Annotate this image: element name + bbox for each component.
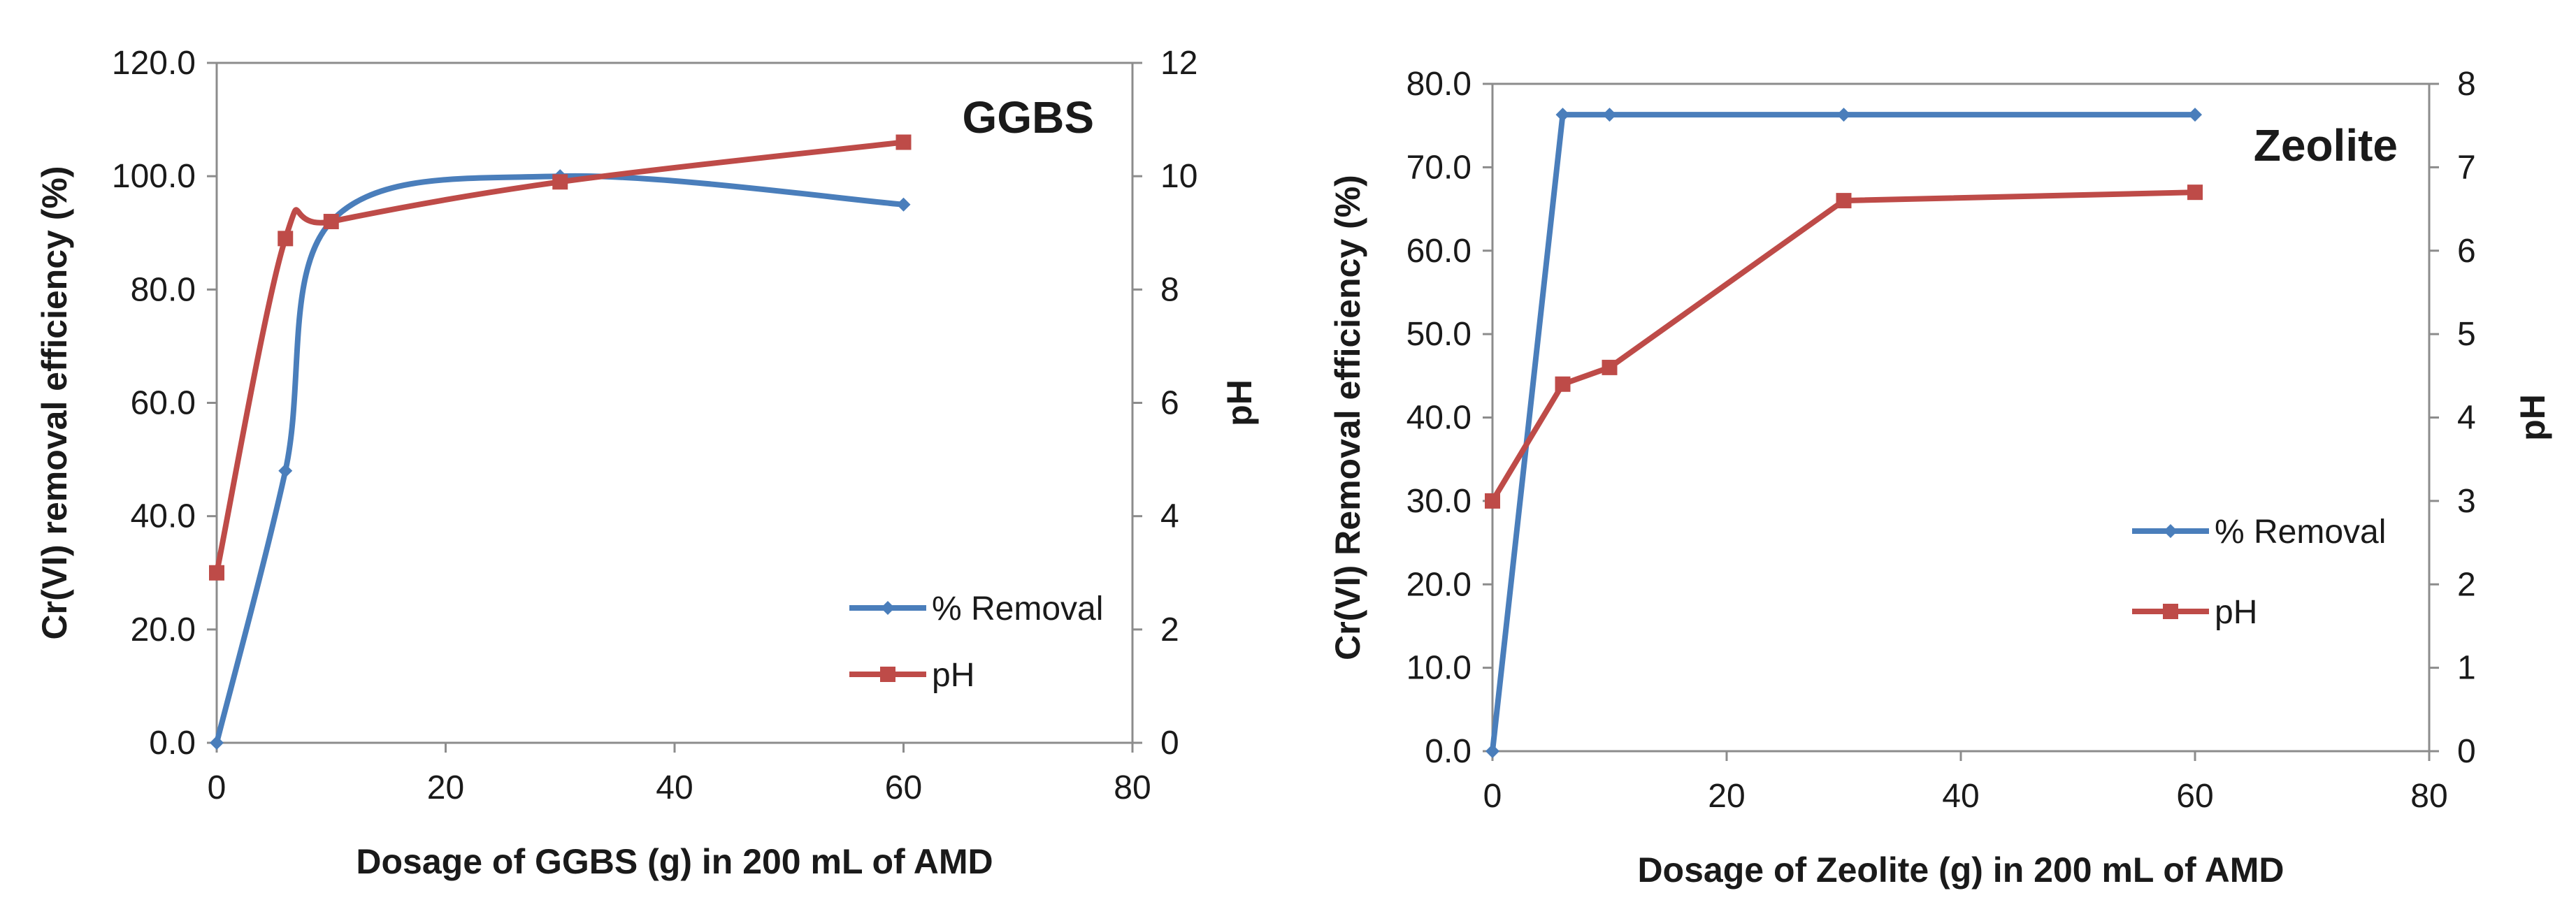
legend-marker (2163, 604, 2178, 619)
data-point (1485, 744, 1499, 758)
y2-tick-label: 4 (2457, 400, 2476, 437)
y-tick-label: 20.0 (131, 611, 196, 648)
y2-tick-label: 6 (2457, 233, 2476, 270)
series-line (214, 139, 904, 574)
x-tick-label: 40 (1942, 778, 1979, 815)
data-point (2187, 184, 2203, 201)
y-tick-label: 60.0 (1406, 233, 1472, 270)
y-tick-label: 20.0 (1406, 566, 1472, 603)
data-point (1555, 108, 1570, 122)
y2-tick-label: 2 (1160, 611, 1179, 648)
y2-tick-label: 8 (2457, 66, 2476, 103)
x-tick-label: 60 (885, 769, 922, 806)
chart-title: Zeolite (2254, 120, 2398, 171)
chart-title: GGBS (963, 92, 1094, 143)
chart-zeolite: 0 20 40 60 800.010.020.030.040.050.060.070.0… (1328, 66, 2552, 890)
y-tick-label: 70.0 (1406, 149, 1472, 186)
y2-tick-label: 7 (2457, 149, 2476, 186)
y-tick-label: 0.0 (1425, 733, 1472, 770)
data-point (1485, 493, 1500, 509)
legend-entry: pH (2132, 594, 2257, 631)
y2-tick-label: 3 (2457, 483, 2476, 520)
y2-tick-label: 0 (2457, 733, 2476, 770)
legend-label: pH (932, 657, 974, 694)
legend-marker (880, 667, 895, 682)
y-tick-label: 40.0 (1406, 400, 1472, 437)
data-point (323, 214, 339, 230)
legend-marker (2164, 524, 2178, 538)
data-point (1836, 108, 1851, 122)
y2-axis-label: pH (2513, 394, 2552, 441)
x-tick-label: 40 (656, 769, 693, 806)
y2-tick-label: 2 (2457, 566, 2476, 603)
x-tick-label: 80 (1114, 769, 1151, 806)
x-tick-label: 0 (1483, 778, 1502, 815)
y2-tick-label: 1 (2457, 650, 2476, 687)
legend-marker (881, 601, 895, 615)
y2-tick-label: 10 (1160, 158, 1197, 195)
y-axis-label: Cr(VI) removal efficiency (%) (35, 166, 74, 640)
data-point (2188, 108, 2202, 122)
y2-tick-label: 4 (1160, 498, 1179, 535)
data-point (209, 565, 224, 581)
y2-tick-label: 5 (2457, 316, 2476, 353)
y-tick-label: 80.0 (1406, 66, 1472, 103)
x-tick-label: 0 (208, 769, 226, 806)
data-point (1602, 359, 1618, 375)
y-tick-label: 0.0 (149, 725, 196, 762)
series-ph (209, 134, 912, 581)
x-axis-label: Dosage of Zeolite (g) in 200 mL of AMD (1637, 850, 2284, 890)
data-point (278, 463, 293, 478)
y-axis-label: Cr(VI) Removal efficiency (%) (1328, 175, 1367, 660)
y-tick-label: 120.0 (112, 45, 196, 82)
y2-axis-label: pH (1220, 379, 1259, 426)
plot-frame (215, 61, 1134, 744)
data-point (210, 736, 224, 750)
y-tick-label: 40.0 (131, 498, 196, 535)
y2-tick-label: 0 (1160, 725, 1179, 762)
data-point (895, 134, 912, 150)
data-point (1836, 193, 1852, 209)
legend-entry: % Removal (849, 590, 1103, 628)
series-line (1490, 112, 2195, 752)
x-tick-label: 20 (427, 769, 464, 806)
y-tick-label: 60.0 (131, 385, 196, 422)
legend-entry: pH (849, 657, 974, 694)
data-point (1602, 108, 1617, 122)
data-point (552, 174, 568, 190)
series-removal (1485, 108, 2202, 758)
y-tick-label: 30.0 (1406, 483, 1472, 520)
data-point (896, 197, 911, 212)
x-axis-label: Dosage of GGBS (g) in 200 mL of AMD (356, 842, 993, 881)
y-tick-label: 100.0 (112, 158, 196, 195)
y2-tick-label: 6 (1160, 385, 1179, 422)
x-tick-label: 80 (2410, 778, 2447, 815)
chart-ggbs: 0 20 40 60 80 0.0 20.0 40.0 60.0 80.0 100.0 120.0 0 2… (35, 45, 1259, 881)
x-tick-label: 20 (1708, 778, 1745, 815)
y-tick-label: 10.0 (1406, 650, 1472, 687)
y-tick-label: 80.0 (131, 271, 196, 308)
series-line (1490, 189, 2196, 502)
plot-frame (1491, 82, 2431, 753)
data-point (278, 231, 294, 247)
series-line (214, 173, 904, 743)
y2-tick-label: 8 (1160, 271, 1179, 308)
x-tick-label: 60 (2176, 778, 2213, 815)
y2-tick-label: 12 (1160, 45, 1197, 82)
series-removal (210, 169, 911, 750)
legend-label: % Removal (932, 590, 1103, 628)
legend-label: pH (2215, 594, 2257, 631)
series-ph (1485, 184, 2203, 509)
y-tick-label: 50.0 (1406, 316, 1472, 353)
legend-entry: % Removal (2132, 514, 2386, 551)
legend-label: % Removal (2215, 514, 2386, 551)
data-point (1555, 376, 1571, 392)
